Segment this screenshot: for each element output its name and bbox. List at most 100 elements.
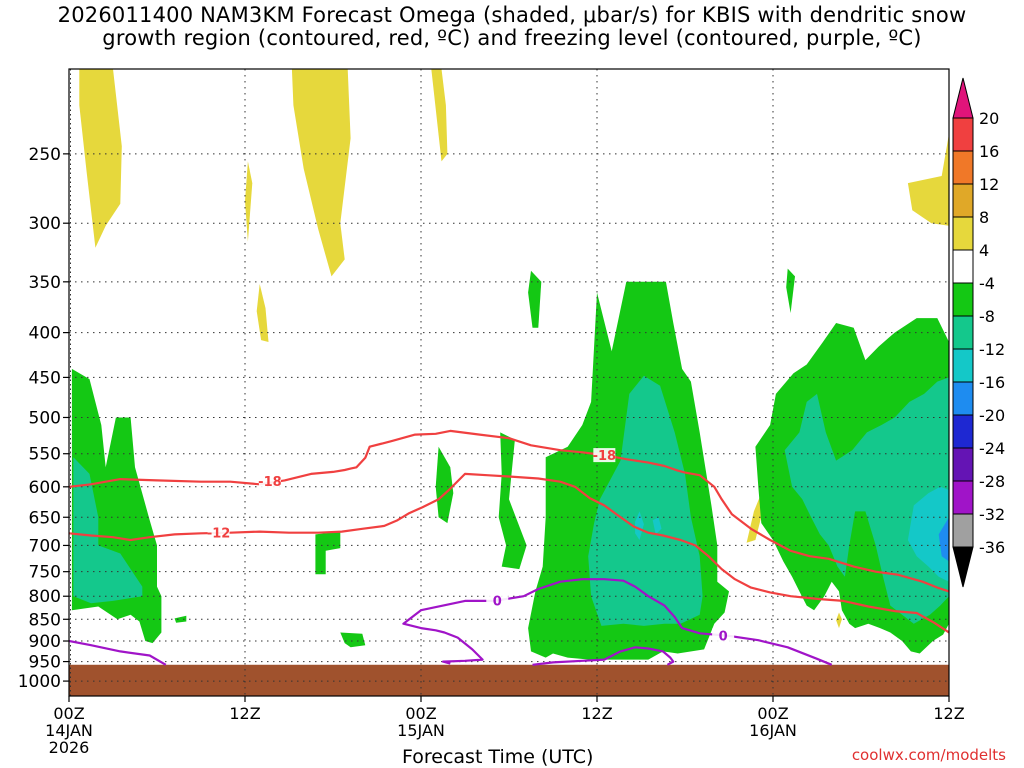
colorbar-band	[952, 414, 974, 449]
contour-label: -12	[207, 527, 231, 542]
colorbar-band	[952, 282, 974, 317]
y-tick-label: 350	[29, 273, 61, 293]
colorbar-band	[952, 546, 974, 588]
colorbar-label: -20	[979, 406, 1005, 425]
omega-region-rise-mid-a	[498, 432, 527, 570]
x-tick-label: 00Z	[757, 704, 788, 723]
y-axis: 2503003504004505005506006507007508008509…	[18, 145, 69, 692]
omega-region-rise-central-deep-b	[652, 517, 662, 535]
colorbar-band	[952, 315, 974, 350]
colorbar-band	[952, 480, 974, 515]
omega-region-rise-east-core	[784, 377, 949, 624]
omega-region-sink-d	[256, 284, 269, 342]
colorbar-band	[952, 513, 974, 548]
y-tick-label: 500	[29, 408, 61, 428]
contour-label-bg	[258, 474, 281, 489]
colorbar-label: -12	[979, 340, 1005, 359]
x-tick-label: 00Z	[53, 704, 84, 723]
omega-region-rise-small-b	[315, 531, 341, 575]
colorbar-label: -16	[979, 373, 1005, 392]
y-tick-label: 700	[29, 536, 61, 556]
contour-freezing-0-a	[69, 639, 167, 666]
omega-region-rise-mid-b	[435, 446, 454, 524]
contour-label-bg	[712, 628, 735, 643]
contour-freezing-0-b	[402, 578, 833, 666]
gridlines	[69, 69, 949, 696]
colorbar-band	[952, 348, 974, 383]
omega-region-rise-small-e	[786, 268, 795, 314]
y-tick-label: 300	[29, 214, 61, 234]
omega-region-sink-c	[245, 161, 253, 242]
contour-label: 0	[719, 629, 728, 644]
colorbar-band	[952, 117, 974, 152]
ground-fill	[69, 664, 949, 696]
x-tick-label: 12Z	[933, 704, 964, 723]
x-tick-year: 2026	[49, 738, 90, 757]
colorbar-label: 12	[979, 175, 999, 194]
colorbar-label: 8	[979, 208, 989, 227]
colorbar-label: -32	[979, 505, 1005, 524]
y-tick-label: 1000	[18, 672, 61, 692]
y-tick-label: 450	[29, 368, 61, 388]
y-tick-label: 650	[29, 508, 61, 528]
colorbar-band	[952, 183, 974, 218]
contour-label-bg	[207, 525, 230, 540]
colorbar-label: -24	[979, 439, 1005, 458]
omega-region-sink-h	[836, 612, 842, 629]
colorbar-band	[952, 249, 974, 284]
x-axis-title: Forecast Time (UTC)	[402, 746, 594, 768]
y-tick-label: 600	[29, 478, 61, 498]
omega-region-sink-g	[907, 133, 949, 226]
colorbar-band	[952, 150, 974, 185]
colorbar-label: -4	[979, 274, 995, 293]
colorbar-label: 16	[979, 142, 999, 161]
y-tick-label: 800	[29, 587, 61, 607]
omega-region-sink-e	[431, 69, 448, 162]
contour-label: 0	[493, 594, 502, 609]
colorbar-label: -8	[979, 307, 995, 326]
colorbar-band	[952, 447, 974, 482]
omega-region-sink-b	[291, 69, 351, 277]
omega-region-rise-east-deep	[907, 486, 949, 582]
y-tick-label: 750	[29, 563, 61, 583]
x-tick-label: 12Z	[229, 704, 260, 723]
ground-terrain	[69, 664, 949, 696]
colorbar-label: 4	[979, 241, 989, 260]
colorbar-legend: 20 16 12 8 4 -4 -8 -12 -16 -20 -24 -28 -32 -36	[952, 77, 1005, 588]
x-tick-date: 15JAN	[397, 721, 445, 740]
colorbar-label: 20	[979, 109, 999, 128]
y-tick-label: 550	[29, 445, 61, 465]
contour-label-bg	[593, 448, 616, 463]
contour-label: -18	[593, 449, 617, 464]
x-tick-date: 14JAN	[45, 721, 93, 740]
y-tick-label: 400	[29, 324, 61, 344]
omega-region-sink-a	[79, 69, 122, 248]
y-tick-label: 850	[29, 610, 61, 630]
x-tick-label: 12Z	[581, 704, 612, 723]
omega-shading	[71, 69, 949, 660]
omega-region-rise-west-core	[73, 457, 143, 604]
contour-label-bg	[486, 593, 509, 608]
chart-title-line-2: growth region (contoured, red, ºC) and f…	[102, 26, 922, 50]
omega-region-rise-small-c	[340, 632, 366, 648]
contour-dgz-minus-18	[69, 429, 949, 593]
contour-freezing-0-c	[532, 646, 675, 666]
omega-region-rise-small-a	[174, 615, 187, 623]
colorbar-band	[952, 216, 974, 251]
credit-text: coolwx.com/modelts	[851, 746, 1006, 764]
contour-dgz-minus-12	[69, 472, 949, 634]
omega-region-rise-central-deep	[635, 511, 644, 540]
chart-title-line-1: 2026011400 NAM3KM Forecast Omega (shaded…	[57, 3, 967, 27]
omega-region-rise-central-core	[588, 375, 703, 626]
x-tick-date: 16JAN	[749, 721, 797, 740]
colorbar-label: -28	[979, 472, 1005, 491]
plot-frame	[68, 68, 950, 697]
colorbar-band	[952, 381, 974, 416]
omega-region-rise-east-max	[938, 517, 949, 562]
colorbar-band	[952, 77, 974, 119]
omega-region-rise-small-d	[528, 270, 542, 328]
y-tick-label: 950	[29, 653, 61, 673]
colorbar-label: -36	[979, 538, 1005, 557]
